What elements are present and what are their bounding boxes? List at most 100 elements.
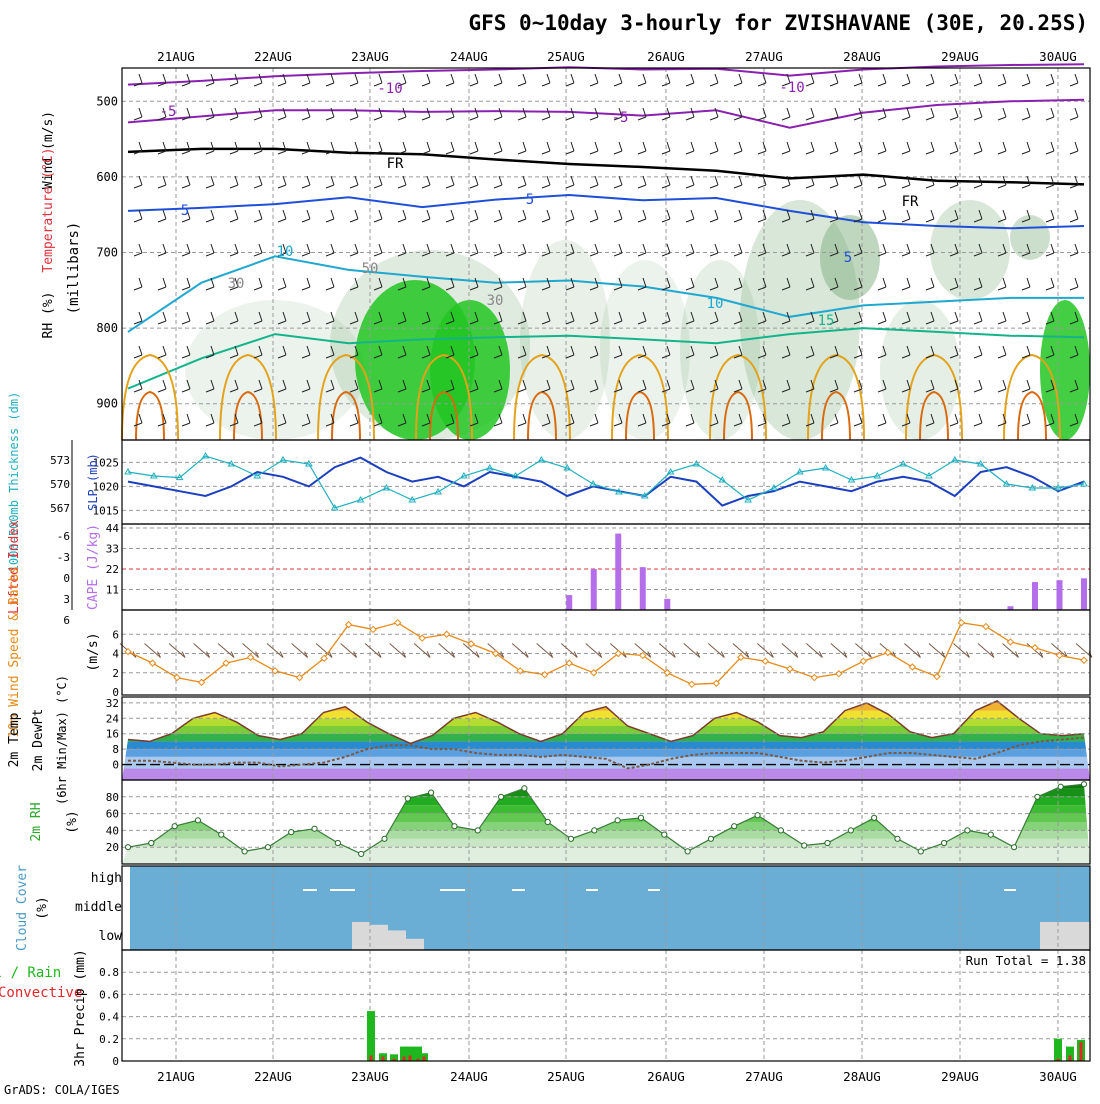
wind-barb bbox=[589, 73, 599, 87]
wind-barb bbox=[469, 73, 479, 87]
wind-barb bbox=[589, 413, 599, 427]
legend-total-rain: Total / Rain bbox=[0, 965, 61, 981]
wind-barb bbox=[877, 175, 887, 189]
rh-marker bbox=[358, 850, 365, 858]
wind-barb-10m bbox=[168, 643, 186, 658]
wind-barb bbox=[421, 345, 431, 359]
thickness-tick-label: 573 bbox=[50, 454, 70, 467]
wind-barb-10m bbox=[757, 643, 774, 658]
slp-tick-label: 1015 bbox=[93, 504, 120, 517]
wind-barb bbox=[925, 311, 935, 325]
thickness-marker bbox=[124, 468, 132, 475]
contour-label: -10 bbox=[779, 80, 804, 96]
wind-barb bbox=[877, 107, 887, 121]
wind-barb bbox=[133, 209, 143, 223]
wind-barb bbox=[301, 277, 311, 291]
rh-marker bbox=[637, 814, 645, 821]
wind-barb bbox=[565, 277, 575, 291]
isotherm-20 bbox=[121, 353, 179, 441]
isotherm-20 bbox=[415, 353, 473, 441]
wind-barb bbox=[157, 73, 167, 87]
rh-2m-panel: 20 40 60 80 2m RH (%) bbox=[29, 779, 1091, 865]
wind-barb bbox=[949, 141, 959, 155]
wind-barb bbox=[637, 209, 647, 223]
bottom-date-axis: 21AUG 22AUG 23AUG 24AUG 25AUG 26AUG 27AUG 28AUG… bbox=[157, 1069, 1077, 1084]
wind-barb bbox=[469, 345, 479, 359]
rh-marker bbox=[334, 839, 341, 847]
date-tick-label: 26AUG bbox=[647, 49, 685, 64]
wind-barb bbox=[637, 175, 647, 189]
low-cloud-block bbox=[388, 930, 406, 950]
wind-barb bbox=[181, 311, 191, 325]
rh-marker bbox=[1010, 844, 1018, 851]
slp-tick-label: 1020 bbox=[93, 480, 120, 493]
wind-barb bbox=[133, 413, 143, 427]
wind-tick-label: 0 bbox=[112, 686, 119, 699]
wind-barb bbox=[805, 379, 815, 393]
wind-barb bbox=[685, 141, 695, 155]
precip-conv-bar bbox=[1079, 1042, 1083, 1061]
isotherm-10 bbox=[127, 255, 1084, 333]
wind-barb bbox=[733, 141, 743, 155]
wind-speed-marker bbox=[786, 665, 794, 673]
wind-barb bbox=[829, 107, 839, 121]
wind-barb bbox=[613, 311, 623, 325]
wind-barb bbox=[421, 413, 431, 427]
wind-speed-marker bbox=[810, 673, 819, 682]
rh-marker bbox=[381, 835, 388, 842]
wind-barb bbox=[541, 243, 551, 257]
date-tick-label: 27AUG bbox=[745, 1069, 783, 1084]
precip-conv-bar bbox=[392, 1058, 396, 1061]
wind-barb bbox=[277, 209, 287, 223]
wind-barb bbox=[445, 277, 455, 291]
wind-speed-marker bbox=[957, 618, 966, 627]
wind-barb bbox=[1045, 73, 1055, 87]
wind-barb-10m bbox=[585, 643, 603, 658]
chart-title: GFS 0~10day 3-hourly for ZVISHAVANE (30E… bbox=[468, 11, 1088, 35]
wind-barb bbox=[421, 243, 431, 257]
wind-barb bbox=[541, 209, 551, 223]
wind-speed-marker bbox=[418, 634, 426, 642]
rh-marker bbox=[148, 839, 155, 847]
precip-total-bar bbox=[406, 1046, 414, 1061]
wind-barb bbox=[637, 73, 647, 87]
wind-barb bbox=[373, 413, 383, 427]
wind-barb bbox=[925, 345, 935, 359]
wind-barb bbox=[757, 413, 767, 427]
contour-label: -5 bbox=[160, 104, 177, 120]
wind-barb bbox=[637, 413, 647, 427]
wind-barb bbox=[805, 175, 815, 189]
precip-total-bar bbox=[1054, 1038, 1062, 1061]
wind-barb bbox=[181, 209, 191, 223]
wind-barb bbox=[613, 141, 623, 155]
wind-barb bbox=[637, 243, 647, 257]
rh-marker bbox=[451, 823, 458, 830]
wind-barb bbox=[661, 175, 671, 189]
wind-barb bbox=[157, 243, 167, 257]
wind-barb bbox=[805, 311, 815, 325]
dewpoint-line bbox=[128, 736, 1085, 770]
wind-barb bbox=[661, 107, 671, 121]
precip-panel: 0 0.2 0.4 0.6 0.8 Run Total = 1.38 Total / Rai… bbox=[0, 949, 1091, 1068]
wind-barb bbox=[157, 209, 167, 223]
wind-barb bbox=[853, 107, 863, 121]
wind-barb bbox=[637, 277, 647, 291]
wind-barb bbox=[1021, 379, 1031, 393]
thickness-marker bbox=[201, 452, 210, 459]
wind-barb bbox=[685, 243, 695, 257]
axis-title: RH (%) bbox=[41, 292, 56, 339]
date-tick-label: 25AUG bbox=[547, 1069, 585, 1084]
thickness-marker bbox=[899, 460, 908, 467]
wind-barb bbox=[1045, 413, 1055, 427]
temp-bands bbox=[122, 700, 1090, 780]
wind-tick-label: 4 bbox=[112, 648, 119, 661]
contour-label: 10 bbox=[277, 244, 294, 260]
wind-barb bbox=[205, 209, 215, 223]
thickness-marker bbox=[330, 504, 339, 511]
pressure-tick-label: 500 bbox=[96, 94, 118, 108]
axis-title: (millibars) bbox=[66, 222, 82, 315]
wind-barb bbox=[973, 277, 983, 291]
wind-barb bbox=[253, 379, 263, 393]
wind-barb bbox=[565, 243, 575, 257]
wind-barb bbox=[1069, 379, 1079, 393]
